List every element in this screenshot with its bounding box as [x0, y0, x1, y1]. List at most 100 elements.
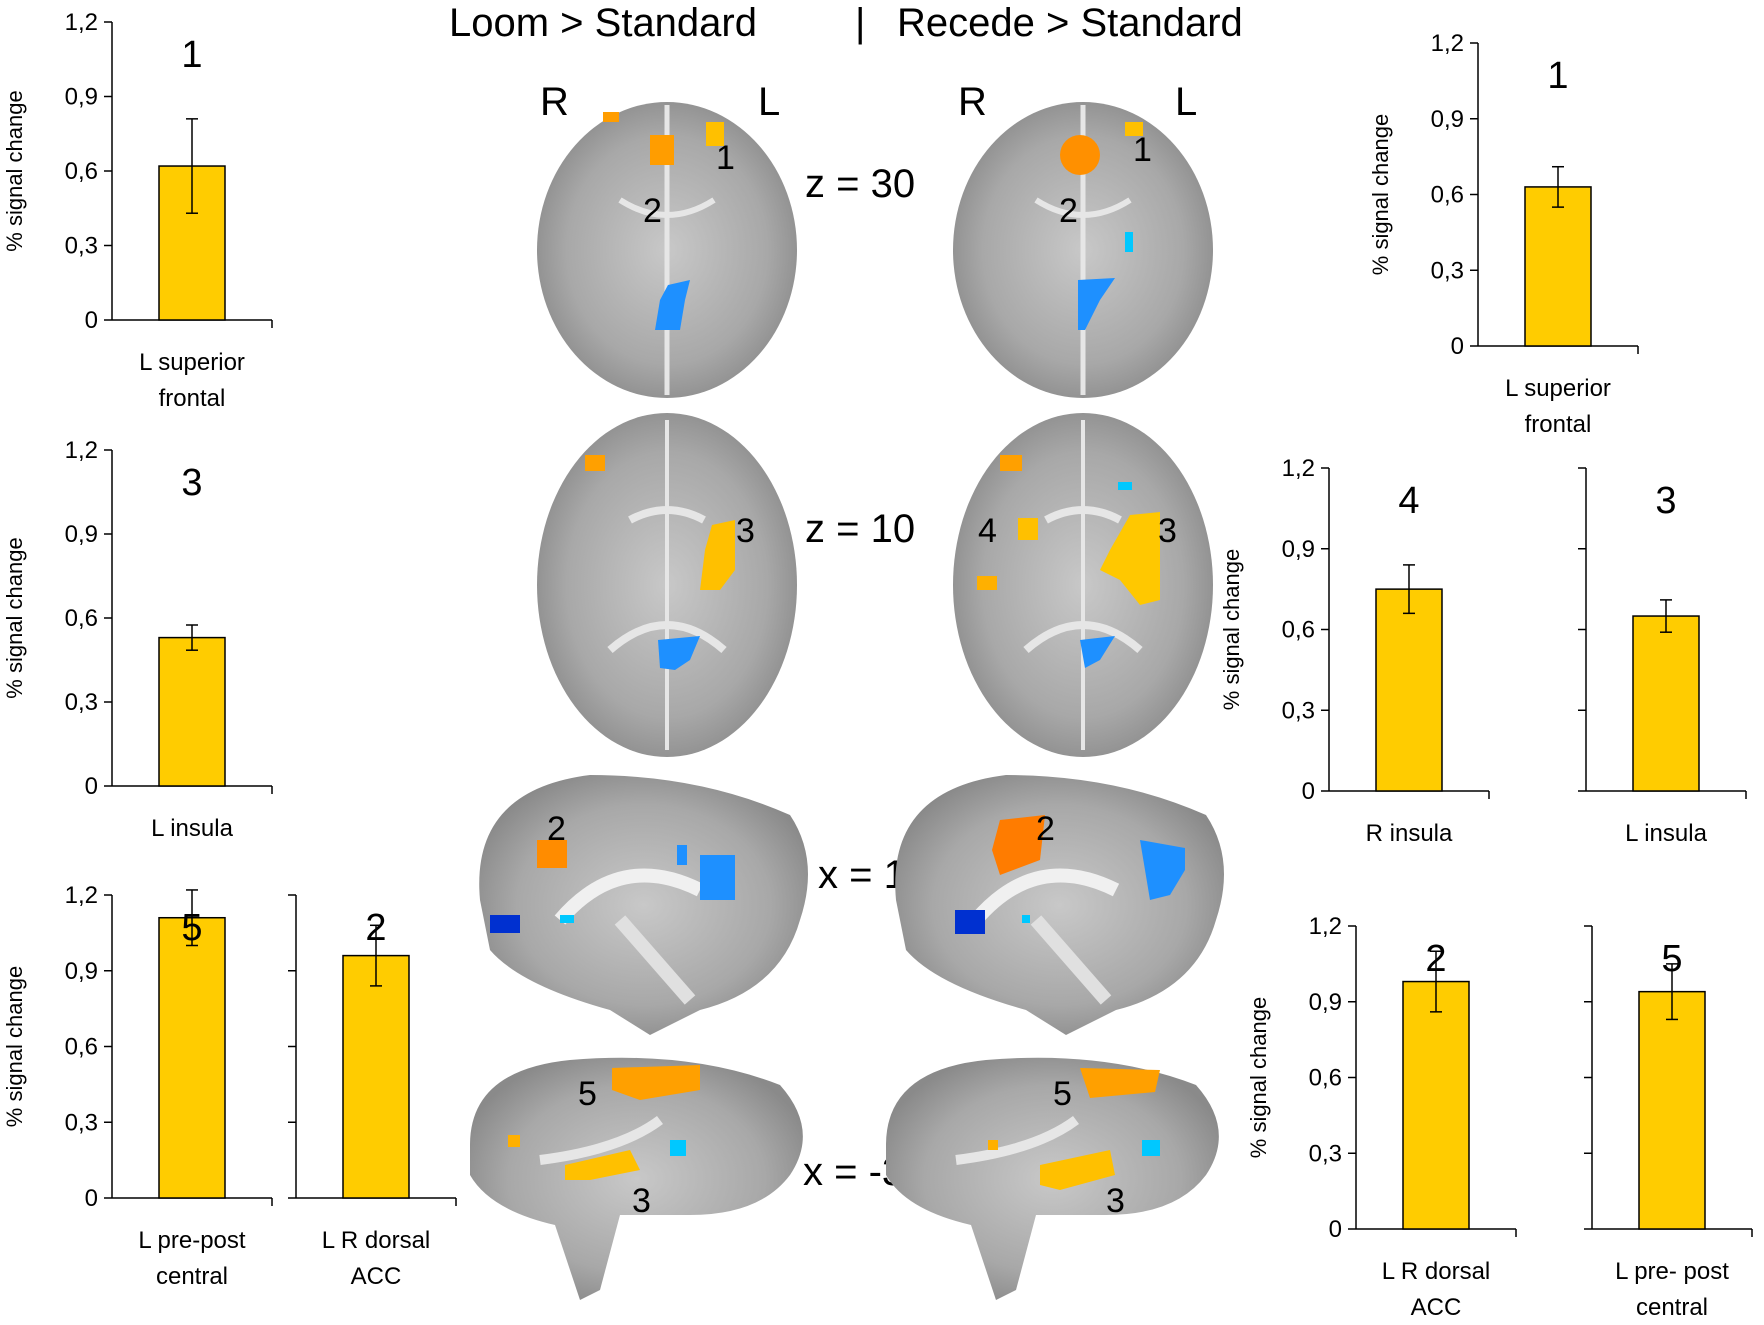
chart-title: 4 — [1398, 480, 1419, 522]
chart-title: 3 — [1655, 480, 1676, 522]
chart-panel-recede-4: 0 0,3 0,6 0,9 1,2 % signal change 4 R insula — [1219, 455, 1490, 847]
y-axis-label: % signal change — [1246, 997, 1271, 1158]
header-loom-label: Loom > Standard — [449, 1, 757, 45]
brain-region-number: 3 — [632, 1182, 651, 1220]
loom-orientation-left: L — [758, 80, 780, 124]
y-tick-label: 0,3 — [1431, 257, 1464, 284]
y-tick-label: 0,6 — [1431, 182, 1464, 209]
x-category-label: central — [156, 1263, 228, 1290]
y-axis-label: % signal change — [1219, 549, 1244, 710]
bar — [1524, 186, 1592, 347]
x-category-label: L insula — [1625, 820, 1707, 847]
x-category-label: ACC — [351, 1263, 402, 1290]
loom-orientation-right: R — [540, 80, 569, 124]
bar — [1638, 990, 1706, 1230]
brain-slice-loom-x1 — [479, 775, 808, 1035]
x-category-label: L R dorsal — [1382, 1258, 1491, 1285]
x-category-label: central — [1636, 1294, 1708, 1321]
chart-panel-loom-2: 2 L R dorsal ACC — [288, 894, 457, 1290]
bar-charts: 0 0,3 0,6 0,9 1,2 % signal change 1 L superior f… — [2, 9, 1753, 1321]
y-tick-label: 0,9 — [1431, 106, 1464, 133]
y-tick-label: 0 — [85, 1185, 98, 1212]
x-category-label: L pre-post — [138, 1227, 246, 1254]
chart-title: 5 — [1661, 938, 1682, 980]
slice-label-x1: x = 1 — [818, 853, 906, 897]
x-category-label: L insula — [151, 815, 233, 842]
chart-title: 5 — [181, 907, 202, 949]
brain-region-number: 2 — [643, 192, 662, 230]
brain-region-number: 5 — [578, 1075, 597, 1113]
y-tick-label: 0,3 — [65, 1109, 98, 1136]
chart-title: 2 — [1425, 938, 1446, 980]
recede-orientation-right: R — [958, 80, 987, 124]
y-axis-label: % signal change — [1368, 114, 1393, 275]
brain-region-number: 2 — [1059, 192, 1078, 230]
y-tick-label: 1,2 — [65, 882, 98, 909]
chart-panel-loom-3: 0 0,3 0,6 0,9 1,2 % signal change 3 L insula — [2, 437, 273, 842]
header-recede-label: Recede > Standard — [897, 1, 1243, 45]
brain-region-number: 1 — [1133, 131, 1152, 169]
brain-region-number: 2 — [1036, 810, 1055, 848]
y-tick-label: 0,3 — [65, 689, 98, 716]
header-separator: | — [855, 1, 865, 45]
y-tick-label: 0,6 — [65, 1034, 98, 1061]
brain-region-number: 3 — [1158, 512, 1177, 550]
y-tick-label: 0 — [1302, 778, 1315, 805]
x-category-label: L superior — [1505, 375, 1611, 402]
brain-slice-recede-x1 — [895, 775, 1224, 1035]
y-tick-label: 0,6 — [1309, 1065, 1342, 1092]
x-category-label: L pre- post — [1615, 1258, 1729, 1285]
y-tick-label: 0 — [1451, 333, 1464, 360]
brain-slice-recede-z10 — [953, 413, 1213, 757]
brain-region-number: 3 — [1106, 1182, 1125, 1220]
chart-panel-loom-5: 0 0,3 0,6 0,9 1,2 % signal change 5 L pre-post c… — [2, 882, 273, 1290]
brain-slice-loom-z30 — [537, 102, 797, 398]
x-category-label: L superior — [139, 349, 245, 376]
chart-panel-recede-1: 0 0,3 0,6 0,9 1,2 % signal change 1 L superior f… — [1368, 30, 1639, 438]
y-tick-label: 0,9 — [65, 84, 98, 111]
y-tick-label: 0,9 — [65, 521, 98, 548]
y-tick-label: 0,9 — [1282, 536, 1315, 563]
y-tick-label: 1,2 — [65, 437, 98, 464]
bar — [1402, 980, 1470, 1230]
x-category-label: L R dorsal — [322, 1227, 431, 1254]
y-tick-label: 1,2 — [1282, 455, 1315, 482]
bar — [158, 916, 226, 1199]
bar — [342, 954, 410, 1199]
brain-slice-loom-x-31 — [470, 1057, 803, 1300]
y-tick-label: 0,9 — [65, 958, 98, 985]
chart-panel-recede-2: 0 0,3 0,6 0,9 1,2 % signal change 2 L R dorsal A… — [1246, 913, 1517, 1321]
y-tick-label: 0 — [85, 307, 98, 334]
chart-panel-recede-5: 5 L pre- post central — [1584, 925, 1753, 1321]
x-category-label: ACC — [1411, 1294, 1462, 1321]
y-tick-label: 0 — [1329, 1216, 1342, 1243]
brain-region-number: 1 — [716, 139, 735, 177]
chart-panel-loom-1: 0 0,3 0,6 0,9 1,2 % signal change 1 L superior f… — [2, 9, 273, 412]
y-tick-label: 0,6 — [65, 158, 98, 185]
y-tick-label: 1,2 — [1431, 30, 1464, 57]
recede-orientation-left: L — [1175, 80, 1197, 124]
slice-label-z30: z = 30 — [805, 162, 915, 206]
y-tick-label: 0,6 — [65, 605, 98, 632]
x-category-label: frontal — [159, 385, 226, 412]
bar — [158, 636, 226, 787]
y-axis-label: % signal change — [2, 537, 27, 698]
chart-title: 3 — [181, 462, 202, 504]
chart-title: 2 — [365, 907, 386, 949]
bar — [1375, 588, 1443, 792]
y-axis-label: % signal change — [2, 966, 27, 1127]
chart-title: 1 — [181, 34, 202, 76]
brain-region-number: 4 — [978, 512, 997, 550]
brain-region-number: 2 — [547, 810, 566, 848]
y-tick-label: 1,2 — [65, 9, 98, 36]
brain-region-number: 5 — [1053, 1075, 1072, 1113]
y-tick-label: 0,3 — [1309, 1140, 1342, 1167]
bar — [1632, 615, 1700, 792]
y-tick-label: 0,9 — [1309, 989, 1342, 1016]
y-tick-label: 0,3 — [65, 233, 98, 260]
brain-slice-recede-z30 — [953, 102, 1213, 398]
y-axis-label: % signal change — [2, 90, 27, 251]
x-category-label: R insula — [1366, 820, 1453, 847]
y-tick-label: 0,3 — [1282, 697, 1315, 724]
slice-label-z10: z = 10 — [805, 507, 915, 551]
